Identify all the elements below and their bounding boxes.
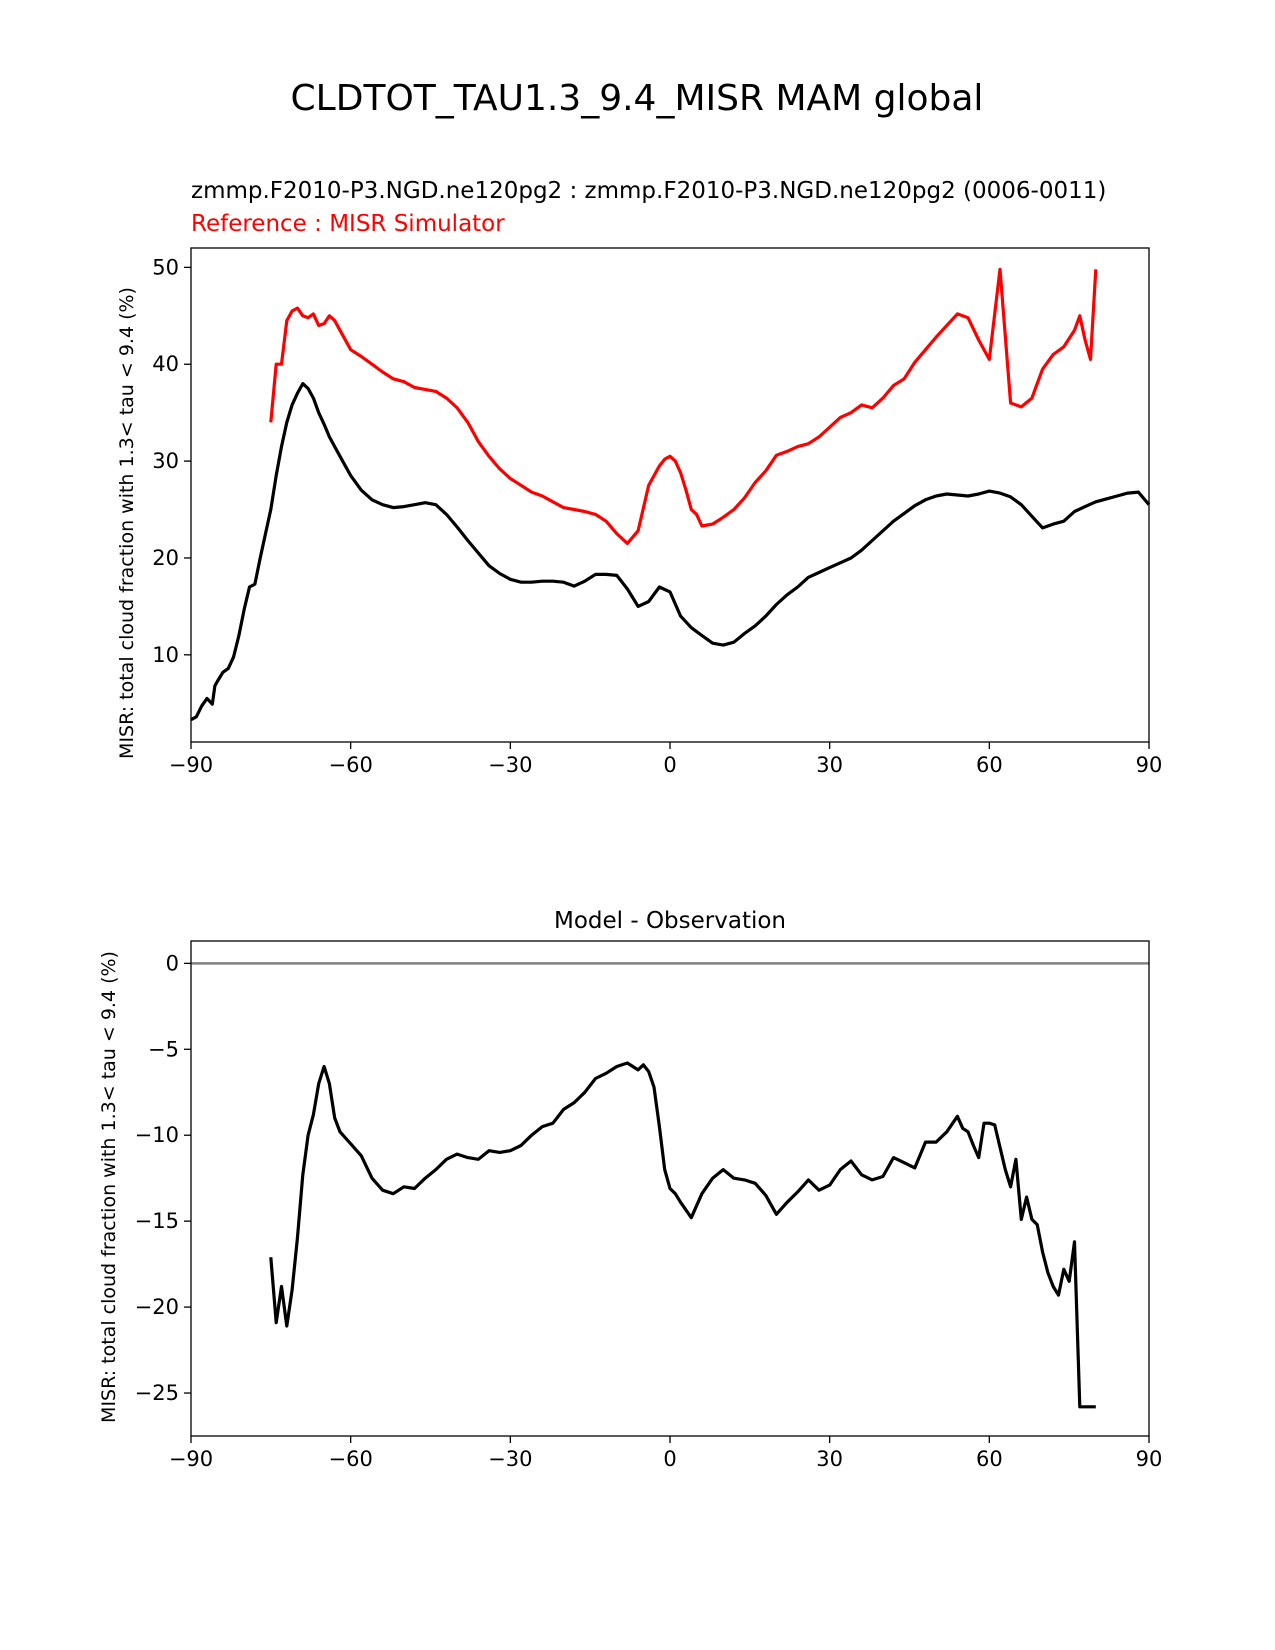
top-chart-ticks: −90 −60 −30 0 30 60 90 10 20 30 40 50: [152, 255, 1162, 777]
bottom-chart-series-line-0: [269, 1061, 1096, 1409]
bottom-chart-y-axis-label: MISR: total cloud fraction with 1.3< tau…: [98, 951, 120, 1423]
top-chart-y-tick-label: 10: [152, 643, 179, 667]
bottom-chart-x-tick-label: 0: [663, 1447, 676, 1471]
top-chart-y-tick-label: 30: [152, 449, 179, 473]
top-chart-reference-title: Reference : MISR Simulator: [191, 211, 505, 237]
top-chart-y-tick-label: 40: [152, 352, 179, 376]
top-chart-lines: [190, 267, 1151, 722]
top-chart: zmmp.F2010-P3.NGD.ne120pg2 : zmmp.F2010-…: [116, 178, 1162, 777]
bottom-chart-x-tick-label: −30: [488, 1447, 532, 1471]
bottom-chart-x-tick-label: −90: [169, 1447, 213, 1471]
bottom-chart-x-tick-label: 60: [976, 1447, 1003, 1471]
top-chart-x-tick-label: 60: [976, 753, 1003, 777]
bottom-chart-x-tick-label: 30: [816, 1447, 843, 1471]
bottom-chart-x-tick-label: 90: [1136, 1447, 1163, 1471]
bottom-chart-y-tick-label: −15: [135, 1209, 179, 1233]
top-chart-x-tick-label: −60: [329, 753, 373, 777]
bottom-chart: Model - Observation MISR: total cloud fr…: [98, 908, 1162, 1471]
bottom-chart-x-tick-label: −60: [329, 1447, 373, 1471]
figure-title: CLDTOT_TAU1.3_9.4_MISR MAM global: [291, 78, 984, 119]
top-chart-y-axis-label: MISR: total cloud fraction with 1.3< tau…: [116, 287, 138, 759]
top-chart-frame: [190, 247, 1150, 743]
bottom-chart-ticks: −90 −60 −30 0 30 60 90 0 −5 −10 −15 −20 −25: [135, 951, 1163, 1471]
top-chart-series-line-0: [190, 382, 1151, 722]
top-chart-x-tick-label: −90: [169, 753, 213, 777]
top-chart-y-tick-label: 50: [152, 255, 179, 279]
top-chart-series-line-1: [269, 267, 1098, 546]
bottom-chart-lines: [191, 962, 1149, 1409]
top-chart-x-tick-label: 90: [1136, 753, 1163, 777]
bottom-chart-y-tick-label: −5: [148, 1037, 179, 1061]
bottom-chart-frame: [190, 940, 1150, 1437]
bottom-chart-title: Model - Observation: [554, 908, 786, 934]
top-chart-x-tick-label: −30: [488, 753, 532, 777]
top-chart-x-tick-label: 0: [663, 753, 676, 777]
top-chart-y-tick-label: 20: [152, 546, 179, 570]
bottom-chart-y-tick-label: −10: [135, 1123, 179, 1147]
top-chart-x-tick-label: 30: [816, 753, 843, 777]
bottom-chart-y-tick-label: −20: [135, 1295, 179, 1319]
bottom-chart-y-tick-label: −25: [135, 1381, 179, 1405]
bottom-chart-y-tick-label: 0: [166, 951, 179, 975]
top-chart-title: zmmp.F2010-P3.NGD.ne120pg2 : zmmp.F2010-…: [191, 178, 1106, 204]
